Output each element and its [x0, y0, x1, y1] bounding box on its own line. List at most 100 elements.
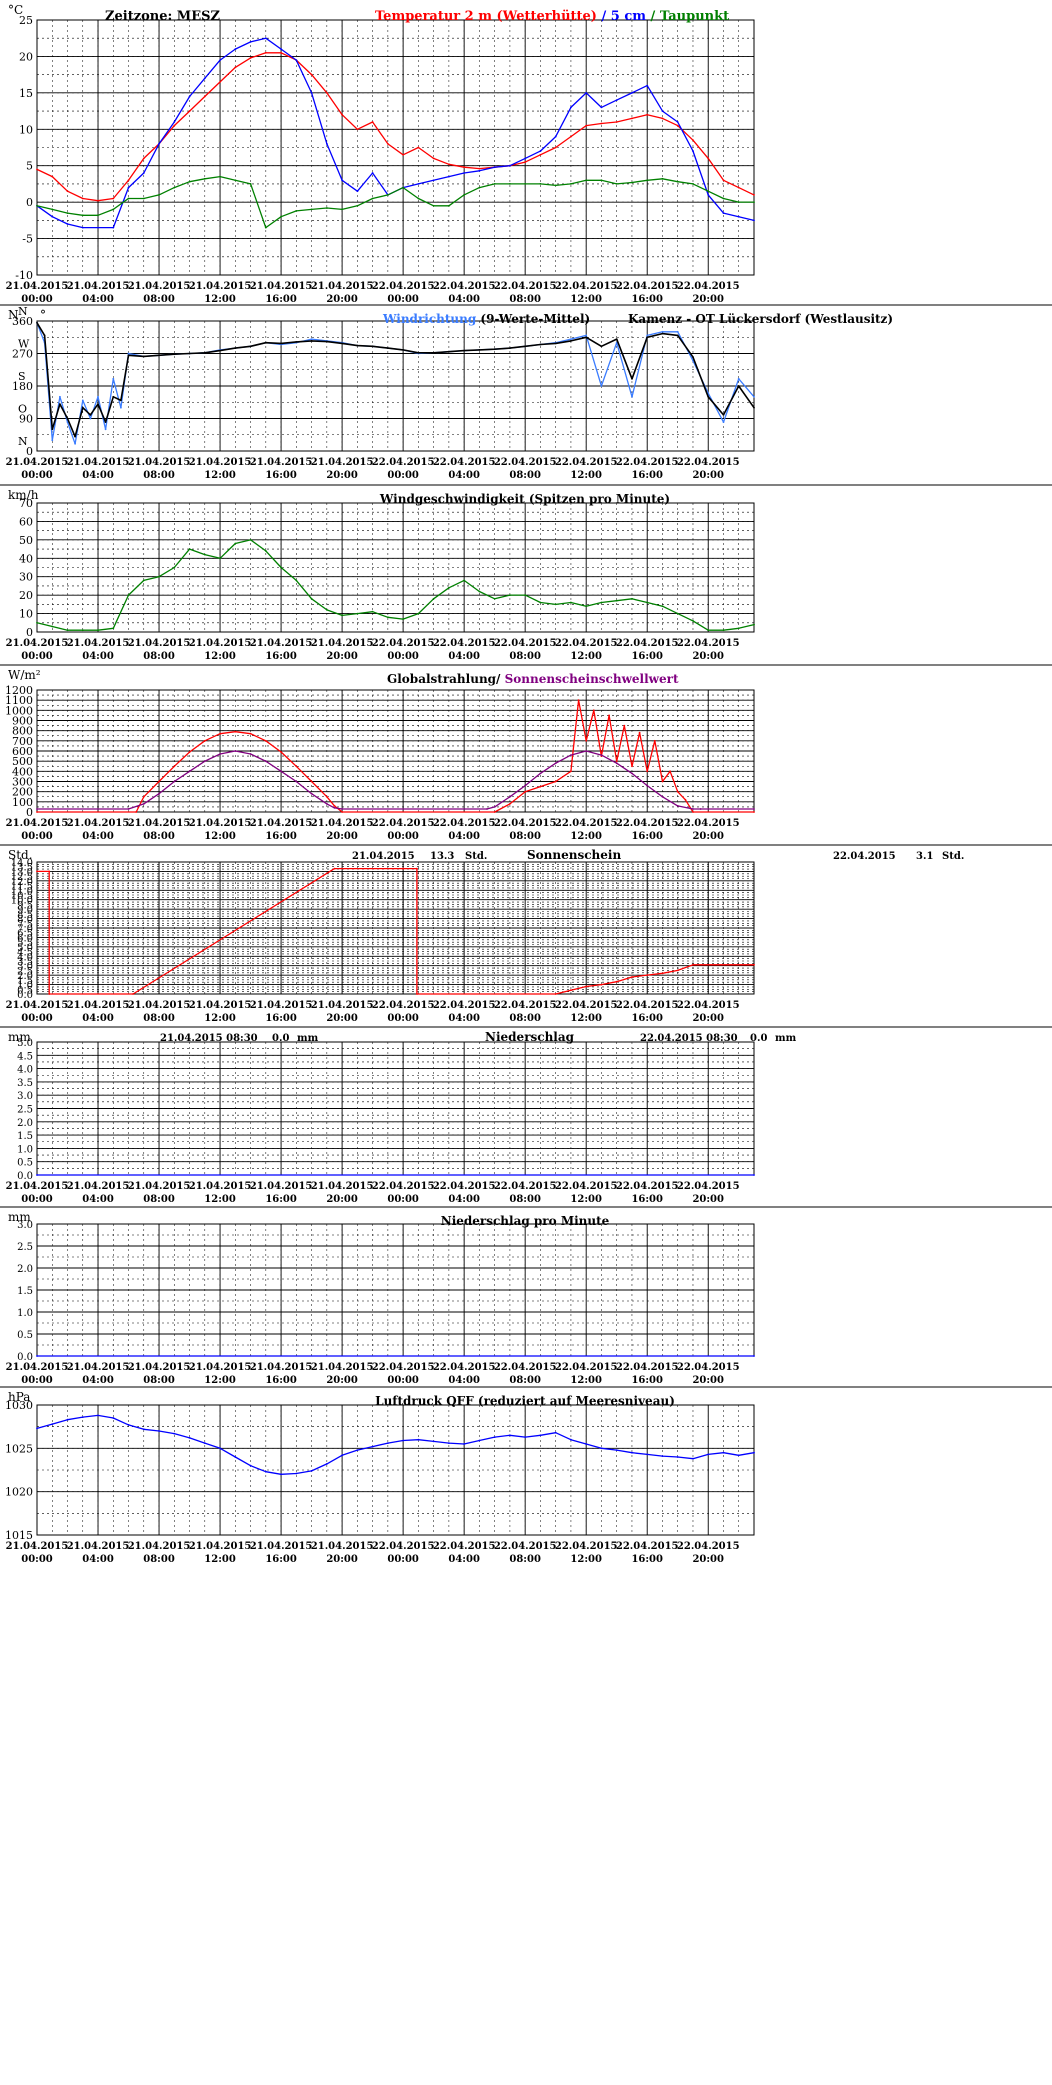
data-point [722, 421, 725, 423]
data-point [432, 351, 435, 354]
data-point [600, 106, 603, 109]
data-point [753, 1174, 755, 1176]
data-point [631, 92, 633, 94]
y-tick-label: 10.0 [11, 896, 33, 907]
data-point [112, 1417, 115, 1419]
x-tick-date: 21.04.2015 [311, 1181, 374, 1192]
data-point [722, 179, 725, 182]
data-point [737, 377, 740, 380]
data-point [753, 811, 755, 813]
x-tick-time: 08:00 [143, 1554, 175, 1565]
compass-label: N [18, 435, 28, 448]
y-tick-label: 25 [19, 14, 33, 27]
x-tick-date: 22.04.2015 [494, 1362, 557, 1373]
x-tick-time: 00:00 [387, 1375, 419, 1386]
data-point [341, 208, 343, 211]
data-point [112, 197, 115, 200]
y-tick-label: 200 [12, 786, 33, 799]
x-tick-date: 21.04.2015 [128, 638, 191, 649]
x-tick-time: 12:00 [570, 1375, 602, 1386]
x-tick-time: 04:00 [448, 470, 480, 481]
x-tick-time: 00:00 [387, 1554, 419, 1565]
data-point [570, 338, 572, 340]
data-point [97, 395, 99, 398]
x-tick-date: 21.04.2015 [250, 1000, 313, 1011]
data-point [264, 739, 267, 742]
x-tick-time: 04:00 [448, 1554, 480, 1565]
x-tick-time: 16:00 [265, 651, 297, 662]
x-tick-time: 08:00 [143, 470, 175, 481]
data-point [127, 808, 130, 810]
data-point [524, 594, 527, 596]
data-point [142, 355, 145, 358]
data-point [97, 629, 99, 632]
y-tick-label: 7.5 [17, 919, 33, 930]
day1-date: 21.04.2015 [352, 851, 415, 862]
data-point [249, 732, 252, 735]
data-point [676, 121, 679, 123]
x-tick-date: 22.04.2015 [372, 1362, 435, 1373]
data-point [493, 348, 496, 351]
data-point [295, 1472, 298, 1475]
compass-label: O [18, 403, 27, 416]
x-tick-date: 21.04.2015 [311, 638, 374, 649]
y-tick-label: 2.5 [17, 1242, 33, 1253]
y-tick-label: -5 [22, 233, 33, 246]
data-point [371, 345, 374, 348]
data-point [81, 399, 84, 402]
x-tick-time: 04:00 [448, 831, 480, 842]
data-point [371, 197, 374, 200]
y-tick-label: 2.0 [17, 1118, 33, 1129]
x-tick-time: 16:00 [265, 1194, 297, 1205]
x-tick-time: 00:00 [21, 1375, 53, 1386]
x-tick-date: 21.04.2015 [67, 638, 130, 649]
data-point [173, 765, 176, 768]
y-tick-label: -10 [15, 269, 33, 282]
data-point [81, 226, 84, 229]
data-point [51, 215, 54, 218]
x-tick-date: 22.04.2015 [677, 1362, 740, 1373]
data-point [509, 183, 511, 185]
data-point [51, 428, 54, 431]
data-point [81, 1416, 84, 1418]
data-point [570, 135, 572, 138]
data-point [326, 609, 328, 611]
y-tick-label: 0 [26, 806, 33, 819]
data-point [646, 179, 649, 182]
day2-label: 22.04.2015 08:30 [640, 1033, 738, 1044]
data-point [623, 724, 626, 727]
data-point [600, 983, 603, 986]
x-tick-time: 20:00 [326, 1194, 358, 1205]
data-point [753, 406, 755, 409]
x-tick-time: 08:00 [509, 1013, 541, 1024]
data-point [173, 124, 176, 127]
data-point [51, 439, 54, 442]
data-point [692, 811, 694, 813]
x-tick-time: 12:00 [570, 1554, 602, 1565]
data-point [341, 1454, 343, 1457]
x-tick-date: 22.04.2015 [555, 281, 618, 292]
data-point [615, 762, 618, 765]
y-tick-label: 0.5 [17, 985, 33, 996]
data-point [341, 342, 343, 345]
data-point [295, 59, 298, 61]
x-tick-date: 22.04.2015 [494, 281, 557, 292]
x-tick-time: 20:00 [692, 1013, 724, 1024]
y-tick-label: 1000 [5, 704, 33, 717]
data-point [509, 803, 511, 805]
y-tick-label: 20 [19, 589, 33, 602]
data-point [249, 753, 252, 755]
data-point [615, 760, 618, 763]
data-point [142, 803, 145, 805]
x-tick-time: 12:00 [204, 294, 236, 305]
x-tick-date: 21.04.2015 [311, 818, 374, 829]
x-tick-time: 08:00 [143, 1013, 175, 1024]
data-point [387, 616, 389, 619]
title-highlight: Windrichtung [382, 312, 477, 326]
data-point [326, 143, 328, 145]
x-tick-date: 21.04.2015 [250, 1181, 313, 1192]
data-point [333, 867, 336, 870]
x-tick-time: 12:00 [570, 1013, 602, 1024]
